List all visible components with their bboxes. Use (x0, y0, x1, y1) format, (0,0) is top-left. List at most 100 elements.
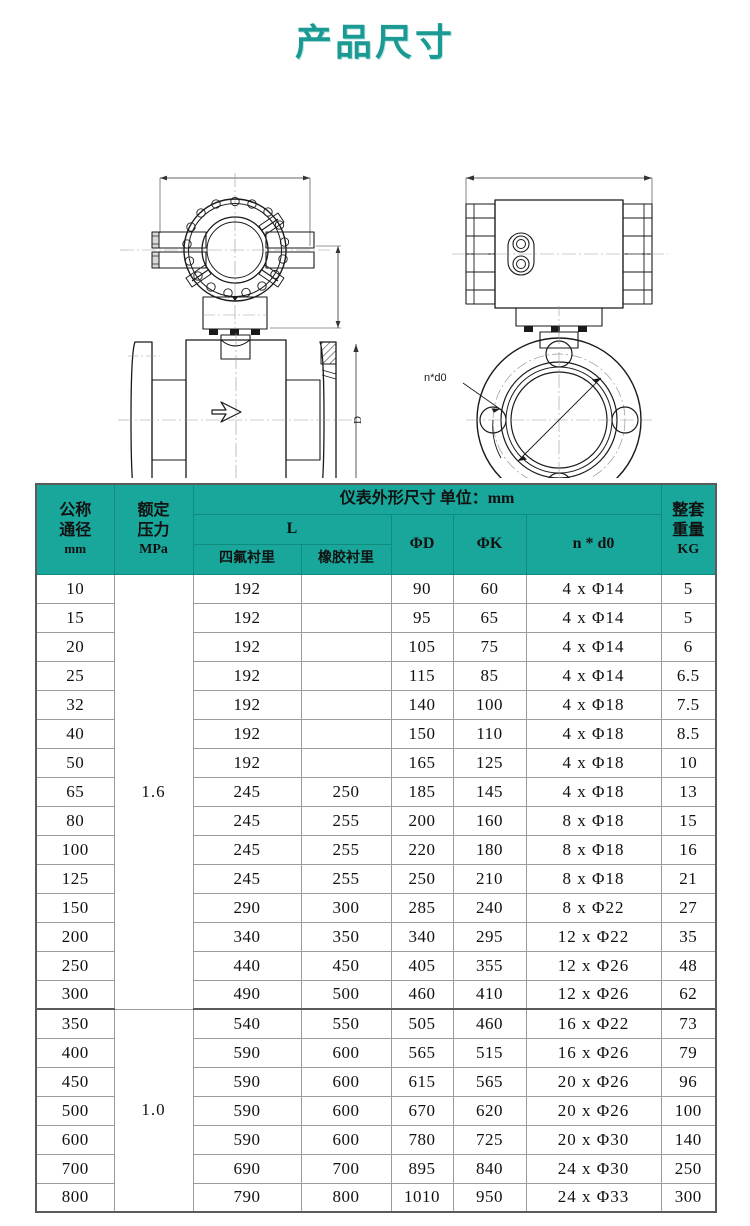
cell-length-ptfe: 245 (192, 776, 302, 807)
cell-phi-d: 165 (390, 747, 454, 778)
table-row: 150 290 300 285 240 8 x Φ22 27 (35, 892, 717, 923)
cell-length-rubber: 350 (300, 921, 392, 952)
cell-weight: 300 (660, 1182, 717, 1213)
cell-nominal-diameter: 250 (35, 950, 115, 981)
cell-length-rubber (300, 747, 392, 778)
cell-bolt-spec: 8 x Φ18 (525, 834, 662, 865)
cell-phi-d: 285 (390, 892, 454, 923)
cell-nominal-diameter: 400 (35, 1037, 115, 1068)
cell-length-rubber (300, 631, 392, 662)
cell-length-ptfe: 192 (192, 689, 302, 720)
cell-length-rubber (300, 718, 392, 749)
cell-length-ptfe: 245 (192, 863, 302, 894)
cell-phi-d: 185 (390, 776, 454, 807)
cell-bolt-spec: 12 x Φ26 (525, 950, 662, 981)
cell-nominal-diameter: 500 (35, 1095, 115, 1126)
cell-bolt-spec: 16 x Φ22 (525, 1008, 662, 1039)
cell-bolt-spec: 4 x Φ18 (525, 689, 662, 720)
cell-length-rubber: 600 (300, 1124, 392, 1155)
cell-length-rubber: 600 (300, 1066, 392, 1097)
cell-bolt-spec: 4 x Φ18 (525, 747, 662, 778)
header-phi-k: ΦK (452, 513, 527, 575)
cell-weight: 96 (660, 1066, 717, 1097)
cell-rated-pressure: 1.6 (113, 573, 194, 1010)
table-row: 32 192 140 100 4 x Φ18 7.5 (35, 689, 717, 720)
cell-phi-d: 200 (390, 805, 454, 836)
table-row: 400 590 600 565 515 16 x Φ26 79 (35, 1037, 717, 1068)
cell-phi-d: 250 (390, 863, 454, 894)
cell-weight: 48 (660, 950, 717, 981)
cell-length-ptfe: 192 (192, 573, 302, 604)
cell-nominal-diameter: 600 (35, 1124, 115, 1155)
drawing-canvas: L D (118, 173, 668, 478)
cell-length-ptfe: 340 (192, 921, 302, 952)
table-row: 500 590 600 670 620 20 x Φ26 100 (35, 1095, 717, 1126)
cell-phi-k: 180 (452, 834, 527, 865)
converter-side-view (452, 175, 668, 338)
cell-bolt-spec: 4 x Φ18 (525, 776, 662, 807)
cell-phi-k: 85 (452, 660, 527, 691)
cell-phi-k: 110 (452, 718, 527, 749)
cell-weight: 15 (660, 805, 717, 836)
header-length-group: L (192, 513, 392, 545)
cell-phi-d: 615 (390, 1066, 454, 1097)
cell-nominal-diameter: 15 (35, 602, 115, 633)
table-row: 50 192 165 125 4 x Φ18 10 (35, 747, 717, 778)
header-weight-line1: 整套 (672, 501, 705, 519)
dim-label-D: D (352, 416, 364, 424)
cell-length-ptfe: 440 (192, 950, 302, 981)
table-row: 450 590 600 615 565 20 x Φ26 96 (35, 1066, 717, 1097)
cell-weight: 6.5 (660, 660, 717, 691)
dimensions-table: 公称 通径 mm 额定 压力 MPa 仪表外形尺寸 单位：mm 整套 (35, 483, 718, 1213)
cell-nominal-diameter: 200 (35, 921, 115, 952)
table-row: 40 192 150 110 4 x Φ18 8.5 (35, 718, 717, 749)
cell-phi-d: 565 (390, 1037, 454, 1068)
cell-weight: 5 (660, 573, 717, 604)
cell-length-ptfe: 192 (192, 747, 302, 778)
cell-phi-k: 75 (452, 631, 527, 662)
cell-weight: 62 (660, 979, 717, 1010)
cell-bolt-spec: 4 x Φ14 (525, 573, 662, 604)
header-dn-line1: 公称 (59, 502, 92, 520)
header-length-rubber: 橡胶衬里 (300, 543, 392, 575)
page-header: 产品尺寸 (0, 0, 750, 78)
cell-bolt-spec: 20 x Φ30 (525, 1124, 662, 1155)
cell-length-rubber: 450 (300, 950, 392, 981)
cell-bolt-spec: 8 x Φ18 (525, 863, 662, 894)
cell-length-ptfe: 490 (192, 979, 302, 1010)
cell-phi-k: 565 (452, 1066, 527, 1097)
cell-length-ptfe: 540 (192, 1008, 302, 1039)
table-row: 15 192 95 65 4 x Φ14 5 (35, 602, 717, 633)
cell-length-ptfe: 192 (192, 718, 302, 749)
cell-nominal-diameter: 40 (35, 718, 115, 749)
cell-length-rubber: 500 (300, 979, 392, 1010)
flange-face-view: n*d0 (424, 330, 652, 478)
cell-phi-d: 220 (390, 834, 454, 865)
cell-phi-k: 160 (452, 805, 527, 836)
cell-bolt-spec: 20 x Φ26 (525, 1066, 662, 1097)
cell-phi-k: 410 (452, 979, 527, 1010)
cell-weight: 10 (660, 747, 717, 778)
cell-phi-k: 295 (452, 921, 527, 952)
cell-length-rubber: 255 (300, 805, 392, 836)
cell-phi-k: 125 (452, 747, 527, 778)
cell-phi-d: 115 (390, 660, 454, 691)
cell-bolt-spec: 4 x Φ14 (525, 602, 662, 633)
cell-weight: 35 (660, 921, 717, 952)
cell-weight: 8.5 (660, 718, 717, 749)
header-rated-pressure: 额定 压力 MPa (113, 483, 194, 575)
header-outline-dimensions: 仪表外形尺寸 单位：mm (192, 483, 662, 515)
cell-length-ptfe: 590 (192, 1037, 302, 1068)
header-weight-line2: 重量 (672, 521, 705, 539)
cell-nominal-diameter: 450 (35, 1066, 115, 1097)
dimensions-table-container: 公称 通径 mm 额定 压力 MPa 仪表外形尺寸 单位：mm 整套 (35, 483, 718, 1213)
cell-length-ptfe: 245 (192, 805, 302, 836)
cell-phi-d: 780 (390, 1124, 454, 1155)
cell-length-ptfe: 590 (192, 1095, 302, 1126)
cell-weight: 13 (660, 776, 717, 807)
cell-length-ptfe: 192 (192, 602, 302, 633)
table-row: 350 1.0 540 550 505 460 16 x Φ22 73 (35, 1008, 717, 1213)
header-dn-unit: mm (64, 541, 87, 557)
header-length-ptfe: 四氟衬里 (192, 543, 302, 575)
cell-length-ptfe: 690 (192, 1153, 302, 1184)
